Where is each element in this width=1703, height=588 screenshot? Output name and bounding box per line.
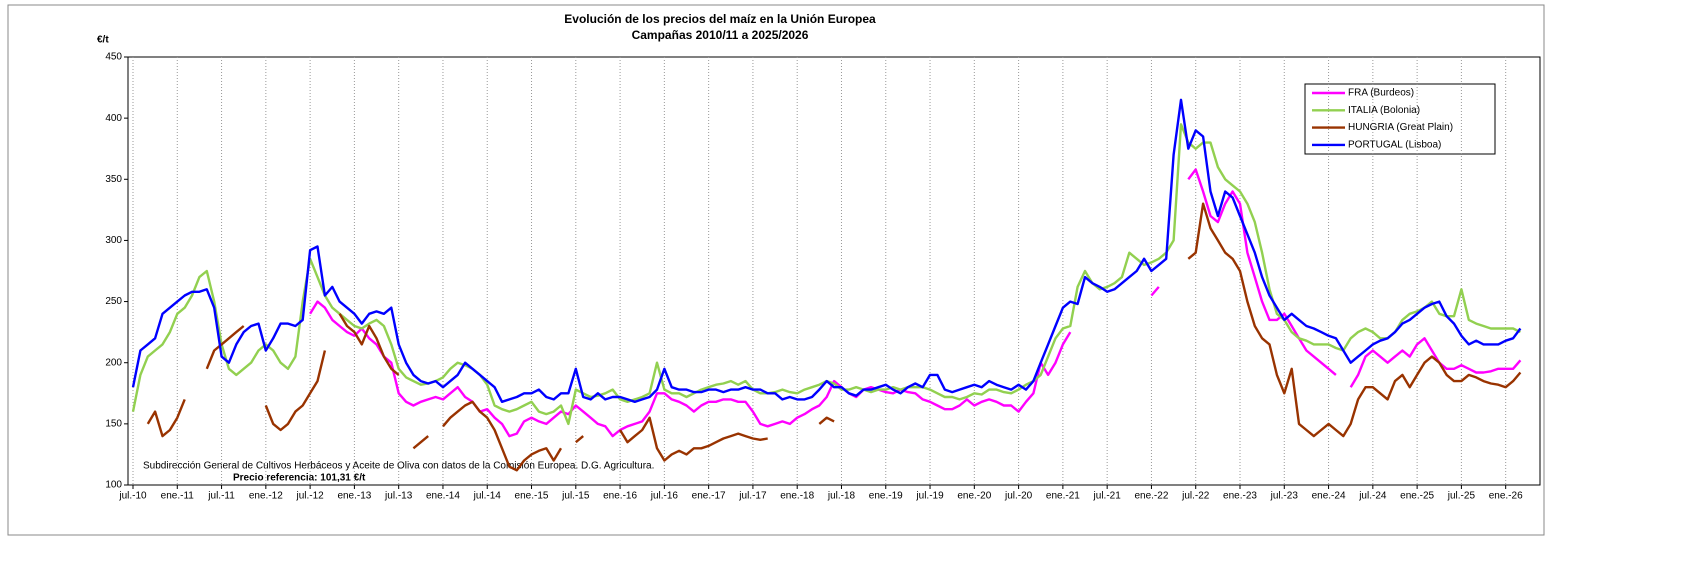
y-tick-label: 300 [105,235,122,246]
x-tick-label: jul.-12 [295,491,324,502]
legend-box [1304,83,1496,155]
x-tick-label: jul.-24 [1358,491,1387,502]
legend-label: ITALIA (Bolonia) [1348,105,1420,116]
source-note: Subdirección General de Cultivos Herbáce… [143,461,654,472]
x-tick-label: ene.-21 [1046,491,1080,502]
x-tick-label: jul.-16 [650,491,679,502]
x-tick-label: jul.-17 [738,491,767,502]
y-tick-label: 100 [105,480,122,491]
y-tick-label: 400 [105,113,122,124]
x-tick-label: jul.-20 [1004,491,1033,502]
x-tick-label: jul.-22 [1181,491,1210,502]
y-tick-label: 450 [105,52,122,63]
reference-note: Precio referencia: 101,31 €/t [233,473,366,484]
chart-title: Evolución de los precios del maíz en la … [564,12,876,26]
x-tick-label: ene.-25 [1400,491,1434,502]
x-tick-label: jul.-18 [827,491,856,502]
x-tick-label: jul.-19 [915,491,944,502]
legend-label: FRA (Burdeos) [1348,88,1414,99]
x-tick-label: ene.-12 [249,491,283,502]
x-tick-label: jul.-23 [1270,491,1299,502]
series-line [146,202,1522,472]
x-tick-label: jul.-10 [118,491,147,502]
x-tick-label: ene.-15 [515,491,549,502]
y-axis-label: €/t [97,35,109,46]
y-tick-label: 150 [105,418,122,429]
legend-label: HUNGRIA (Great Plain) [1348,122,1453,133]
x-tick-label: jul.-21 [1093,491,1122,502]
y-tick-label: 350 [105,174,122,185]
y-tick-label: 250 [105,296,122,307]
x-tick-label: ene.-22 [1134,491,1168,502]
x-tick-label: jul.-15 [561,491,590,502]
x-tick-label: jul.-25 [1447,491,1476,502]
y-tick-label: 200 [105,357,122,368]
series-line [309,168,1522,438]
x-tick-label: jul.-11 [207,491,235,502]
x-tick-label: ene.-16 [603,491,637,502]
x-tick-label: ene.-14 [426,491,460,502]
x-tick-label: jul.-14 [473,491,502,502]
x-tick-label: ene.-24 [1312,491,1346,502]
chart-subtitle: Campañas 2010/11 a 2025/2026 [632,28,809,42]
series-line [131,98,1522,403]
x-tick-label: ene.-17 [692,491,726,502]
x-tick-label: ene.-19 [869,491,903,502]
x-tick-label: jul.-13 [384,491,413,502]
chart-frame [7,4,1545,536]
x-tick-label: ene.-26 [1489,491,1523,502]
legend-label: PORTUGAL (Lisboa) [1348,140,1441,151]
x-tick-label: ene.-13 [337,491,371,502]
x-tick-label: ene.-20 [957,491,991,502]
plot-area [127,56,1541,486]
x-tick-label: ene.-23 [1223,491,1257,502]
x-tick-label: ene.-11 [161,491,195,502]
x-tick-label: ene.-18 [780,491,814,502]
